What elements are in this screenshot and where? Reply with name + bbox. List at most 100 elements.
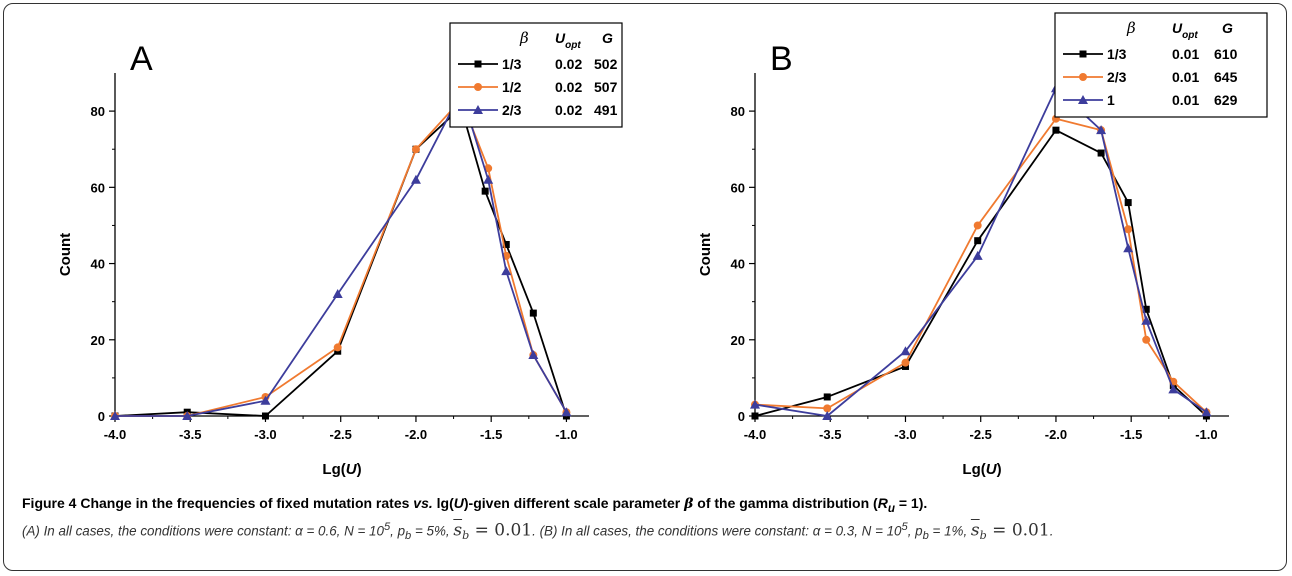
chart-0-legend-marker — [473, 105, 483, 114]
chart-1-y-axis-label: Count — [697, 233, 714, 276]
chart-0-x-tick-label: -2.5 — [330, 427, 352, 442]
chart-1-legend-uopt: 0.01 — [1172, 92, 1199, 108]
chart-0-y-tick-label: 80 — [91, 104, 105, 119]
chart-1-legend-beta: 1 — [1107, 92, 1115, 108]
chart-0-data-point — [182, 411, 193, 420]
chart-0-data-point — [410, 174, 421, 184]
chart-1-data-point — [1123, 243, 1134, 253]
chart-1-data-point — [901, 358, 910, 367]
chart-1-data-point — [1052, 126, 1060, 134]
chart-1-data-point — [1097, 149, 1105, 157]
chart-0-data-point — [501, 266, 512, 276]
chart-1-data-point — [900, 346, 911, 356]
chart-0-legend-marker — [474, 83, 482, 91]
chart-1-x-tick-label: -2.0 — [1045, 427, 1067, 442]
chart-1-x-tick-label: -2.5 — [970, 427, 992, 442]
chart-1-legend-beta: 1/3 — [1107, 46, 1127, 62]
chart-1-series-line — [754, 87, 1207, 417]
figure-frame — [3, 3, 1287, 571]
chart-1-y-tick-label: 0 — [738, 409, 745, 424]
caption-description: (A) In all cases, the conditions were co… — [22, 520, 1054, 542]
chart-0-data-point — [332, 289, 343, 299]
chart-1-data-point — [1096, 125, 1107, 135]
chart-0-data-point — [528, 350, 539, 360]
chart-0-legend-beta: 2/3 — [502, 102, 522, 118]
chart-0-x-tick-label: -1.5 — [480, 427, 502, 442]
chart-0-legend-uopt: 0.02 — [555, 102, 582, 118]
chart-1-legend-marker — [1078, 95, 1088, 104]
chart-a: -4.0 -3.5 -3.0 -2.5 -2.0 -1.5 -1.0 0 20 40 60 80 Lg(… — [57, 22, 623, 478]
chart-1-x-tick-label: -3.0 — [894, 427, 916, 442]
chart-1-data-point — [1142, 305, 1150, 313]
chart-1-legend-beta: 2/3 — [1107, 69, 1127, 85]
chart-1-data-point — [1201, 407, 1212, 417]
chart-1-x-tick-label: -1.5 — [1120, 427, 1142, 442]
chart-0-y-tick-label: 40 — [91, 257, 105, 272]
chart-0-legend-uopt: 0.02 — [555, 79, 582, 95]
chart-1-series-line — [754, 129, 1208, 417]
chart-1-y-tick-label: 40 — [731, 257, 745, 272]
chart-0-data-point — [481, 187, 489, 195]
chart-0-series-line — [114, 106, 568, 417]
chart-1-legend-header-g: G — [1222, 20, 1233, 36]
chart-1-series-line — [754, 117, 1208, 413]
chart-0-legend-header-uopt: Uopt — [555, 30, 581, 51]
chart-0-y-tick-label: 0 — [98, 409, 105, 424]
chart-1-legend-header-uopt: Uopt — [1172, 20, 1198, 41]
chart-1-panel-label: B — [770, 40, 793, 78]
chart-1-data-point — [823, 393, 831, 401]
chart-0-legend-header-g: G — [602, 30, 613, 46]
chart-0-legend-beta: 1/2 — [502, 79, 522, 95]
chart-1-y-tick-label: 80 — [731, 104, 745, 119]
chart-0-legend-uopt: 0.02 — [555, 56, 582, 72]
chart-1-legend-uopt: 0.01 — [1172, 46, 1199, 62]
chart-1-data-point — [822, 411, 833, 420]
chart-1-data-point — [1124, 225, 1133, 234]
chart-1-y-tick-label: 60 — [731, 180, 745, 195]
chart-1-data-point — [1141, 315, 1152, 325]
chart-1-x-tick-label: -1.0 — [1195, 427, 1217, 442]
chart-0-data-point — [502, 241, 510, 248]
chart-1-data-point — [972, 250, 983, 260]
chart-1-data-point — [1142, 335, 1151, 344]
chart-1-legend-g: 629 — [1214, 92, 1238, 108]
chart-0-x-tick-label: -3.0 — [254, 427, 276, 442]
chart-0-data-point — [333, 343, 342, 352]
chart-0-data-point — [529, 309, 537, 317]
chart-b: -4.0 -3.5 -3.0 -2.5 -2.0 -1.5 -1.0 0 20 40 60 80 Lg(… — [697, 12, 1268, 478]
chart-0-legend-marker — [474, 60, 482, 68]
chart-0-legend-g: 491 — [594, 102, 618, 118]
chart-1-legend-g: 610 — [1214, 46, 1238, 62]
figure-caption: Figure 4 Change in the frequencies of fi… — [22, 494, 1274, 546]
chart-0-x-tick-label: -2.0 — [405, 427, 427, 442]
chart-0-data-point — [260, 395, 271, 405]
chart-1-data-point — [974, 237, 982, 245]
chart-1-data-point — [751, 412, 759, 420]
chart-1-x-tick-label: -4.0 — [744, 427, 766, 442]
chart-1-data-point — [823, 404, 832, 413]
chart-1-data-point — [1124, 199, 1132, 207]
chart-0-series-line — [115, 98, 568, 417]
chart-0-y-tick-label: 60 — [91, 180, 105, 195]
chart-0-data-point — [110, 411, 120, 420]
chart-0-data-point — [561, 407, 572, 417]
chart-0-data-point — [261, 412, 269, 420]
chart-0-x-tick-label: -1.0 — [555, 427, 577, 442]
chart-0-panel-label: A — [130, 40, 153, 78]
caption-title: Figure 4 Change in the frequencies of fi… — [22, 495, 928, 515]
chart-1-legend-uopt: 0.01 — [1172, 69, 1199, 85]
chart-0-data-point — [411, 145, 420, 154]
chart-0-series-line — [115, 91, 568, 417]
chart-1-legend-g: 645 — [1214, 69, 1238, 85]
chart-0-data-point — [483, 174, 494, 184]
chart-1-legend-header-beta: β — [1126, 19, 1136, 37]
chart-1-data-point — [973, 221, 982, 230]
chart-0-x-tick-label: -3.5 — [179, 427, 201, 442]
chart-0-y-axis-label: Count — [57, 233, 74, 276]
chart-1-y-tick-label: 20 — [731, 333, 745, 348]
chart-1-legend-marker — [1079, 50, 1087, 58]
chart-1-data-point — [750, 399, 760, 409]
chart-1-x-axis-label: Lg(U) — [962, 461, 1001, 478]
chart-0-x-tick-label: -4.0 — [104, 427, 126, 442]
chart-0-y-tick-label: 20 — [91, 333, 105, 348]
